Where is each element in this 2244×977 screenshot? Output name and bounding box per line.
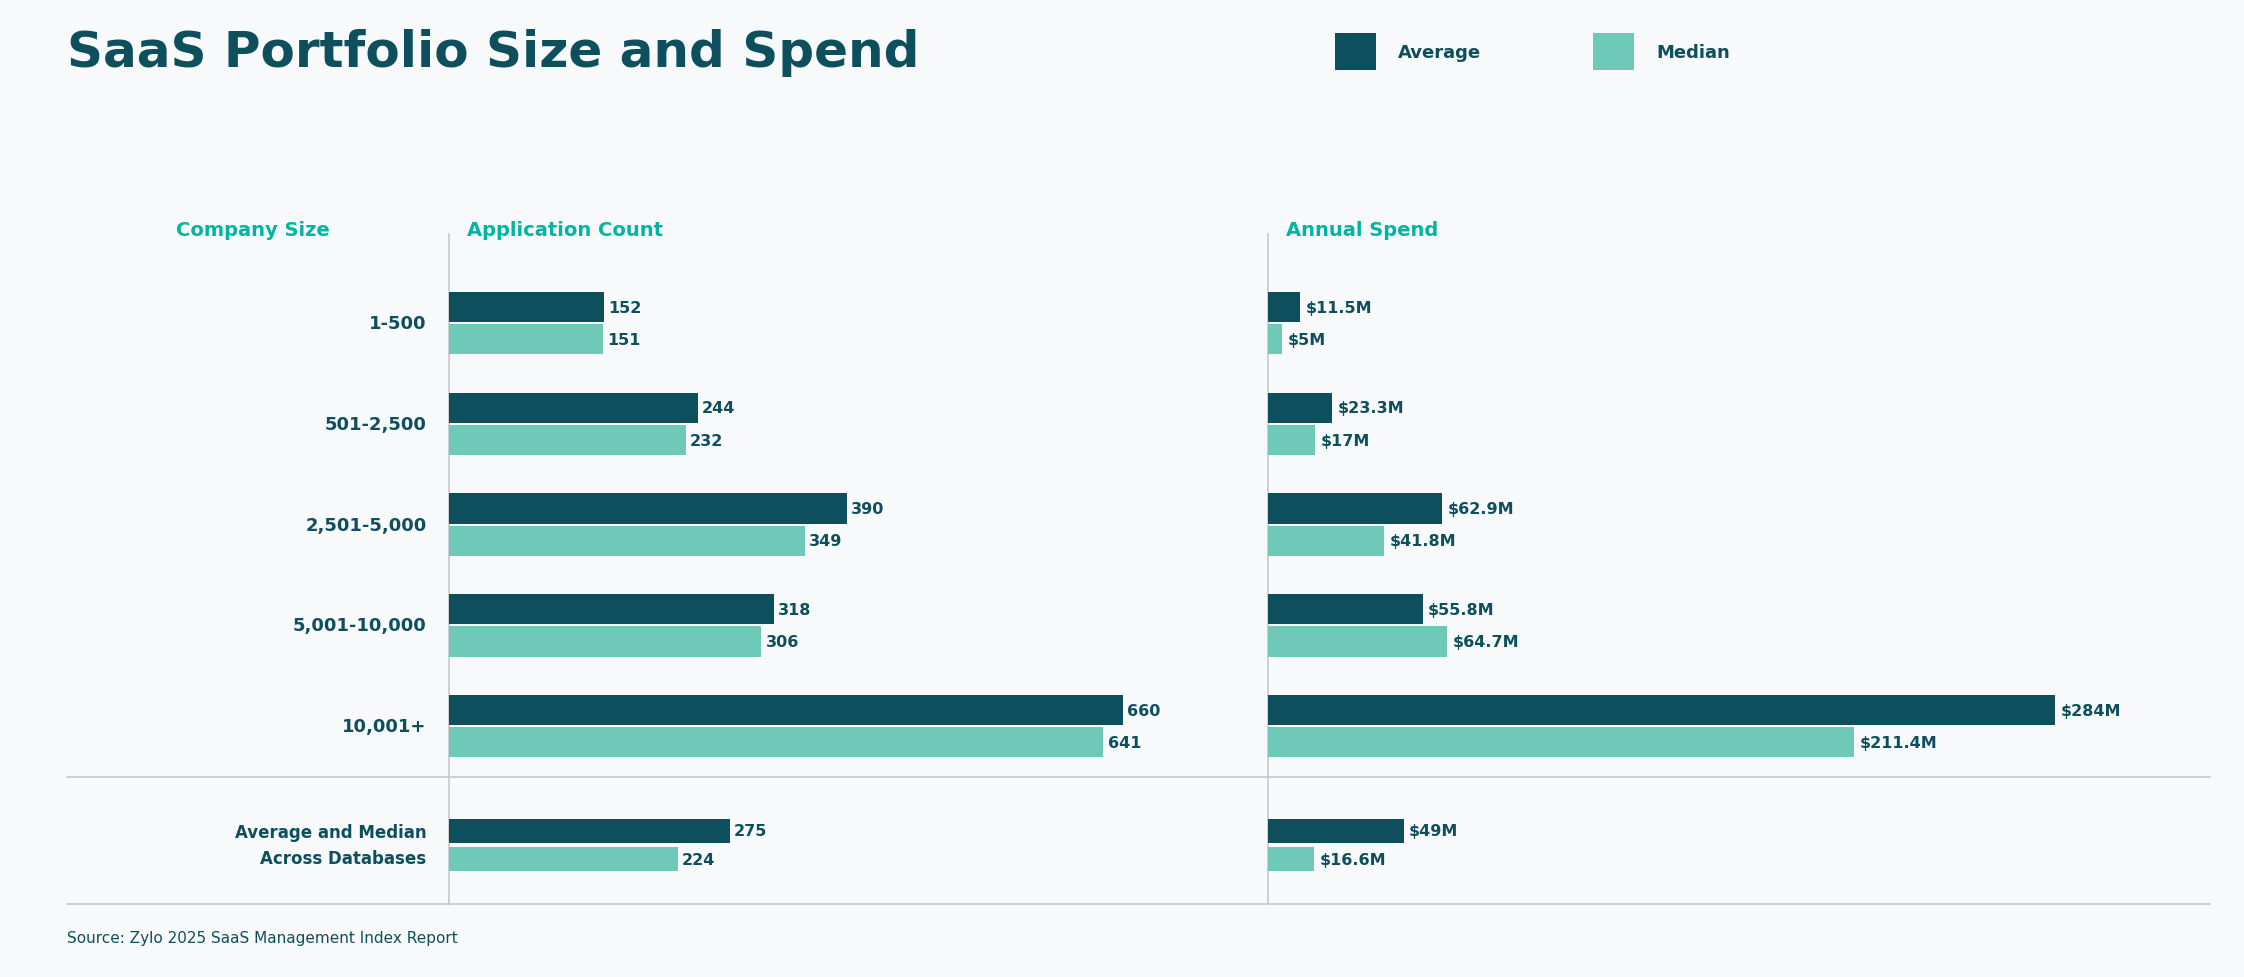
- Bar: [1268, 426, 1315, 455]
- Text: 501-2,500: 501-2,500: [325, 415, 426, 434]
- Text: 5,001-10,000: 5,001-10,000: [292, 616, 426, 635]
- Text: 318: 318: [779, 602, 810, 617]
- Text: $62.9M: $62.9M: [1447, 501, 1515, 517]
- Bar: [1268, 595, 1423, 624]
- Bar: [449, 728, 1104, 757]
- Bar: [449, 847, 678, 871]
- Bar: [1268, 494, 1443, 524]
- Text: $64.7M: $64.7M: [1452, 634, 1519, 650]
- Text: Source: Zylo 2025 SaaS Management Index Report: Source: Zylo 2025 SaaS Management Index …: [67, 930, 458, 946]
- Text: 641: 641: [1109, 735, 1140, 750]
- Text: 390: 390: [850, 501, 884, 517]
- Text: $11.5M: $11.5M: [1306, 300, 1371, 316]
- Text: Annual Spend: Annual Spend: [1286, 221, 1438, 239]
- Text: $23.3M: $23.3M: [1337, 401, 1405, 416]
- Bar: [449, 696, 1122, 725]
- Text: Median: Median: [1656, 44, 1730, 62]
- Bar: [1268, 696, 2056, 725]
- Text: $55.8M: $55.8M: [1427, 602, 1495, 617]
- Bar: [1268, 847, 1315, 871]
- Text: 1-500: 1-500: [368, 315, 426, 333]
- Text: 10,001+: 10,001+: [341, 717, 426, 736]
- Bar: [449, 426, 687, 455]
- Text: Average: Average: [1398, 44, 1481, 62]
- Text: 232: 232: [689, 433, 723, 448]
- FancyBboxPatch shape: [1335, 34, 1376, 71]
- Bar: [449, 394, 698, 423]
- Text: 2,501-5,000: 2,501-5,000: [305, 516, 426, 534]
- Text: $211.4M: $211.4M: [1860, 735, 1937, 750]
- Bar: [449, 527, 806, 556]
- Bar: [449, 494, 848, 524]
- Text: 275: 275: [734, 824, 767, 838]
- Bar: [1268, 527, 1385, 556]
- Text: $17M: $17M: [1319, 433, 1369, 448]
- Text: 244: 244: [702, 401, 736, 416]
- Text: 151: 151: [608, 332, 640, 348]
- Text: 152: 152: [608, 300, 642, 316]
- Bar: [1268, 293, 1299, 322]
- Bar: [449, 293, 604, 322]
- Bar: [1268, 728, 1854, 757]
- Text: 349: 349: [810, 533, 844, 549]
- Text: $284M: $284M: [2060, 702, 2121, 718]
- Text: 306: 306: [765, 634, 799, 650]
- FancyBboxPatch shape: [1593, 34, 1634, 71]
- Bar: [1268, 394, 1333, 423]
- Text: $16.6M: $16.6M: [1319, 852, 1387, 867]
- Bar: [449, 627, 761, 657]
- Bar: [1268, 820, 1405, 843]
- Text: $41.8M: $41.8M: [1389, 533, 1456, 549]
- Bar: [449, 595, 774, 624]
- Text: SaaS Portfolio Size and Spend: SaaS Portfolio Size and Spend: [67, 29, 920, 77]
- Text: $49M: $49M: [1409, 824, 1459, 838]
- Bar: [1268, 627, 1447, 657]
- Text: 224: 224: [682, 852, 716, 867]
- Text: Average and Median
Across Databases: Average and Median Across Databases: [236, 823, 426, 868]
- Text: Application Count: Application Count: [467, 221, 662, 239]
- Bar: [449, 325, 604, 355]
- Bar: [449, 820, 729, 843]
- Text: Company Size: Company Size: [175, 221, 330, 239]
- Text: $5M: $5M: [1288, 332, 1326, 348]
- Text: 660: 660: [1126, 702, 1160, 718]
- Bar: [1268, 325, 1281, 355]
